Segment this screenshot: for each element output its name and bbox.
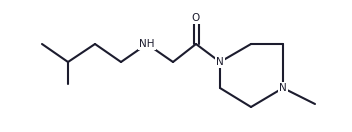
Text: NH: NH (139, 39, 155, 49)
Text: O: O (192, 13, 200, 23)
Text: N: N (279, 83, 287, 93)
Text: N: N (216, 57, 224, 67)
